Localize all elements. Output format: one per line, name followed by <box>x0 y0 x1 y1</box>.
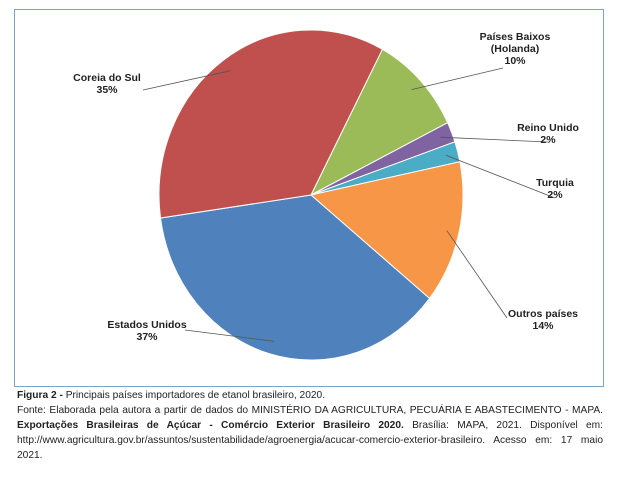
slice-label: Coreia do Sul 35% <box>73 72 141 96</box>
source-title: Exportações Brasileiras de Açúcar - Comé… <box>17 420 404 431</box>
leader-line <box>411 67 504 90</box>
leader-line <box>142 70 231 91</box>
slice-label: Países Baixos (Holanda) 10% <box>480 31 551 67</box>
pie-slice-outros-pa-ses <box>309 161 464 300</box>
source-details: Brasília: MAPA, 2021. Disponível em: htt… <box>17 420 603 461</box>
leader-line <box>446 230 508 319</box>
figure-title: Principais países importadores de etanol… <box>62 390 326 401</box>
leader-line <box>184 329 274 342</box>
pie-chart: Países Baixos (Holanda) 10% Reino Unido 2% Tu… <box>73 29 579 361</box>
slice-label: Estados Unidos 37% <box>107 319 187 343</box>
pie-slice-estados-unidos <box>159 194 431 361</box>
figure-caption: Figura 2 - Principais países importadore… <box>17 388 603 403</box>
leader-line <box>445 154 556 199</box>
figure-label: Figura 2 - <box>17 390 63 401</box>
slice-label: Reino Unido 2% <box>517 122 579 146</box>
chart-frame: Países Baixos (Holanda) 10% Reino Unido 2% Tu… <box>14 9 604 387</box>
pie-slice-coreia-do-sul <box>158 29 384 219</box>
source-caption: Fonte: Elaborada pela autora a partir de… <box>17 403 603 463</box>
slice-label: Turquia 2% <box>536 177 574 201</box>
leader-line <box>440 136 549 143</box>
pie-slice-pa-ses-baixos-holanda- <box>309 48 449 197</box>
slice-label: Outros países 14% <box>508 308 578 332</box>
source-text: Fonte: Elaborada pela autora a partir de… <box>17 405 603 416</box>
